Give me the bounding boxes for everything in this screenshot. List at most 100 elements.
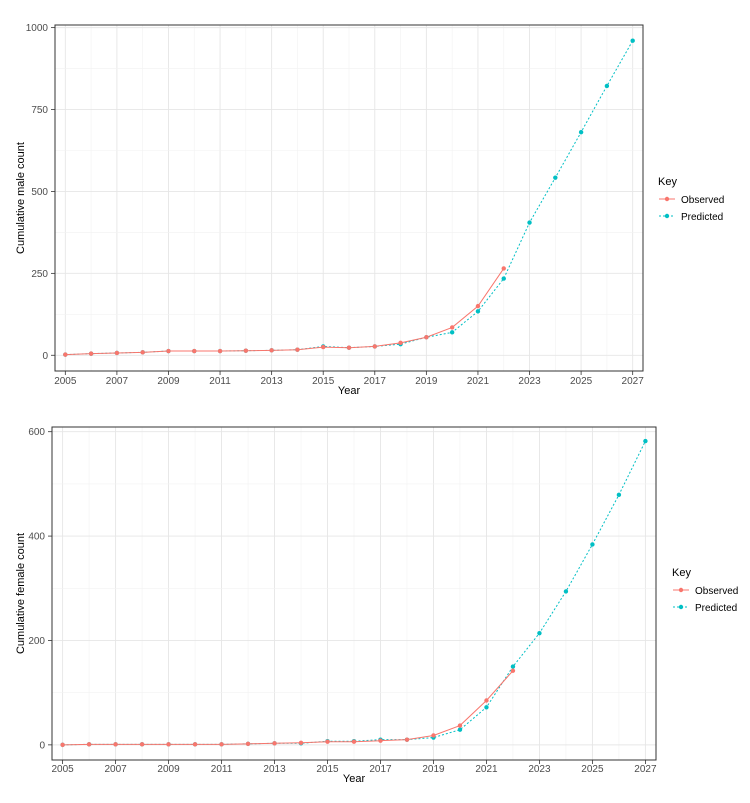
male-gridlines	[55, 25, 643, 371]
male-legend-key-predicted-point	[664, 213, 670, 219]
female-predicted-point	[484, 705, 489, 710]
female-y-axis-title: Cumulative female count	[15, 533, 27, 654]
female-y-tick-label: 0	[39, 740, 45, 751]
male-observed-point	[217, 348, 223, 354]
female-observed-point	[484, 698, 489, 703]
male-predicted-point	[501, 276, 506, 281]
male-y-tick-label: 250	[31, 269, 48, 280]
female-observed-point	[298, 740, 304, 745]
male-predicted-point	[630, 38, 635, 43]
male-observed-point	[63, 352, 68, 357]
female-y-tick-label: 400	[28, 532, 45, 543]
male-x-tick-label: 2025	[570, 376, 593, 387]
male-x-tick-label: 2009	[157, 376, 180, 387]
male-observed-point	[88, 351, 94, 356]
male-predicted-point	[475, 309, 481, 314]
female-x-tick-label: 2019	[422, 764, 445, 775]
male-x-tick-label: 2023	[518, 376, 541, 387]
female-x-tick-label: 2005	[51, 764, 74, 775]
male-predicted-point	[553, 175, 558, 180]
male-legend: Key Observed Predicted	[658, 176, 724, 223]
male-observed-point	[295, 347, 300, 352]
female-chart-panel: 2005 2007 2009 2011 2013 2015 2017 2019 2021 2023…	[0, 412, 750, 803]
male-observed-point	[372, 344, 377, 349]
male-x-tick-label: 2011	[209, 376, 231, 387]
male-observed-point	[114, 350, 120, 356]
female-observed-point	[272, 741, 277, 746]
male-legend-label-observed: Observed	[681, 195, 724, 206]
male-y-tick-label: 750	[31, 105, 48, 116]
male-y-tick-label: 0	[42, 351, 48, 362]
female-observed-point	[113, 742, 118, 747]
male-observed-line	[65, 268, 505, 356]
male-predicted-point	[527, 220, 532, 225]
male-x-tick-label: 2019	[415, 376, 438, 387]
male-y-tick-label: 1000	[26, 23, 49, 34]
female-gridlines	[52, 427, 656, 760]
female-legend: Key Observed Predicted	[672, 567, 738, 614]
male-observed-point	[140, 350, 145, 355]
female-predicted-point	[643, 438, 648, 444]
male-y-tick-label: 500	[31, 187, 48, 198]
female-x-tick-label: 2009	[157, 764, 180, 775]
female-x-tick-label: 2021	[475, 764, 498, 775]
female-x-tick-label: 2017	[369, 764, 392, 775]
female-observed-point	[457, 723, 463, 728]
male-observed-point	[269, 348, 274, 353]
male-legend-title: Key	[658, 176, 677, 188]
male-observed-point	[475, 303, 481, 309]
male-legend-key-observed-point	[664, 196, 670, 202]
female-observed-point	[60, 742, 65, 748]
male-observed-point	[398, 340, 403, 346]
female-predicted-point	[563, 589, 569, 594]
female-legend-label-observed: Observed	[695, 586, 738, 597]
female-observed-point	[166, 742, 171, 747]
male-x-tick-label: 2013	[261, 376, 284, 387]
female-legend-key-predicted-point	[678, 604, 684, 610]
female-observed-point	[86, 742, 92, 747]
male-legend-label-predicted: Predicted	[681, 212, 723, 223]
male-y-axis-title: Cumulative male count	[15, 142, 27, 254]
female-x-tick-label: 2025	[581, 764, 604, 775]
male-x-tick-label: 2021	[467, 376, 490, 387]
male-chart: 2005 2007 2009 2011 2013 2015 2017 2019 2021 2023…	[15, 23, 724, 397]
female-legend-label-predicted: Predicted	[695, 603, 737, 614]
female-observed-point	[378, 738, 383, 743]
female-x-tick-label: 2015	[316, 764, 339, 775]
female-plot-border	[51, 426, 657, 761]
male-predicted-point	[604, 83, 610, 89]
male-predicted-point	[449, 330, 455, 335]
male-observed-point	[243, 348, 249, 353]
male-observed-point	[424, 335, 429, 340]
female-x-tick-label: 2023	[528, 764, 551, 775]
female-observed-point	[351, 739, 357, 744]
female-x-tick-label: 2007	[104, 764, 127, 775]
female-x-tick-label: 2011	[211, 764, 233, 775]
female-observed-point	[219, 742, 224, 747]
male-x-tick-label: 2007	[106, 376, 129, 387]
female-legend-key-observed-point	[678, 587, 684, 593]
female-observed-point	[245, 741, 251, 747]
male-x-axis-title: Year	[338, 385, 361, 397]
male-observed-point	[192, 348, 197, 354]
female-observed-line	[62, 670, 514, 746]
female-chart: 2005 2007 2009 2011 2013 2015 2017 2019 2021 2023…	[15, 426, 738, 785]
female-observed-point	[192, 742, 198, 747]
female-observed-point	[510, 668, 516, 673]
male-observed-point	[346, 345, 352, 350]
female-predicted-point	[457, 727, 463, 732]
female-legend-title: Key	[672, 567, 691, 579]
female-predicted-point	[590, 542, 595, 547]
female-observed-point	[431, 733, 436, 738]
male-observed-point	[321, 344, 326, 350]
female-x-axis-title: Year	[343, 773, 366, 785]
female-predicted-point	[510, 664, 516, 669]
female-predicted-point	[616, 492, 622, 498]
male-observed-point	[166, 348, 171, 354]
male-predicted-point	[578, 129, 584, 135]
female-y-tick-label: 600	[28, 427, 45, 438]
male-x-tick-label: 2017	[364, 376, 387, 387]
female-predicted-point	[537, 630, 542, 636]
female-x-tick-label: 2027	[634, 764, 657, 775]
female-observed-point	[404, 737, 410, 742]
